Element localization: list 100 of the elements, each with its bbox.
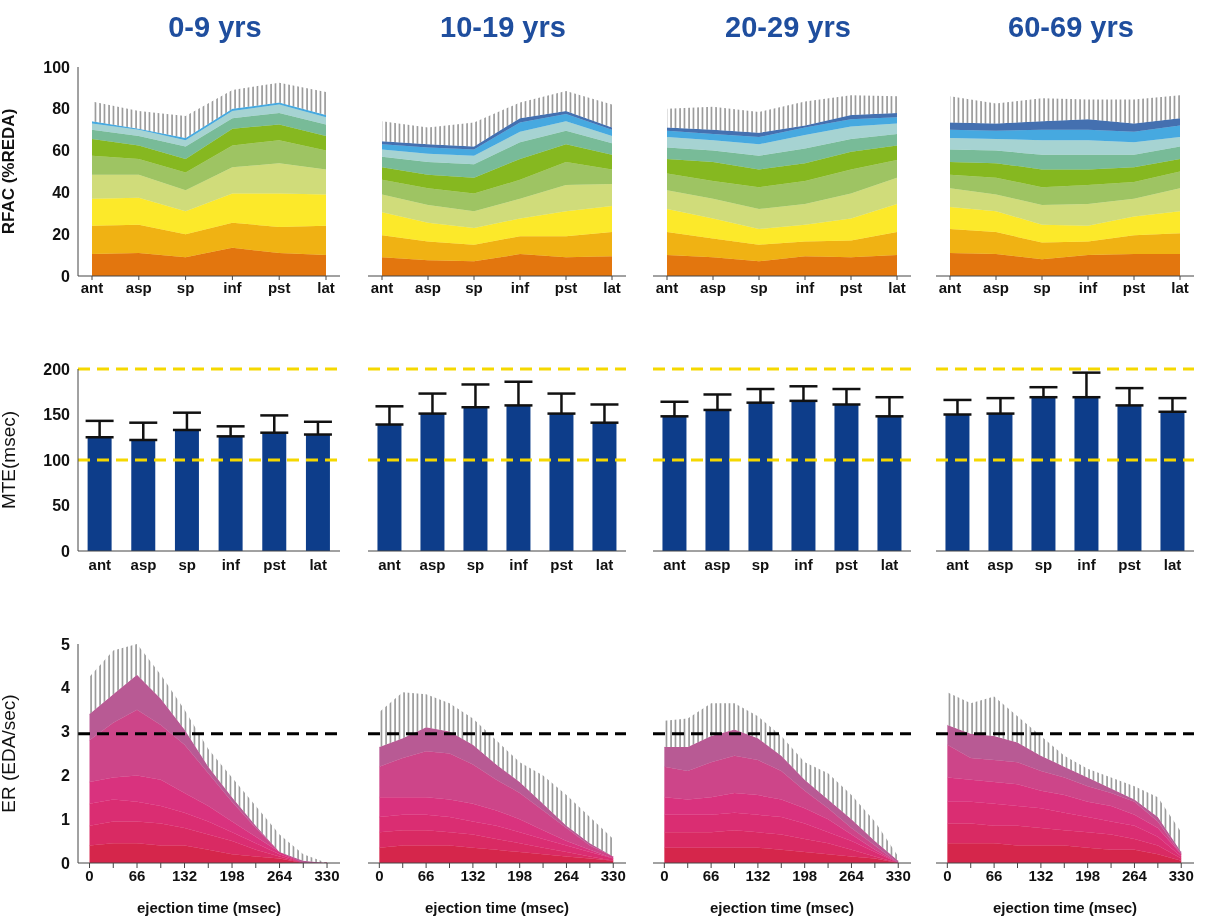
x-tick-label: sp [466,555,485,573]
y-tick-label: 0 [61,542,71,560]
x-tick-label: 0 [375,866,384,884]
x-tick-label: ant [378,555,401,573]
x-tick-label: 198 [507,866,533,884]
y-tick-label: 100 [43,58,71,76]
y-tick-label: 2 [61,767,71,785]
x-axis-title: ejection time (msec) [424,899,570,916]
x-tick-label: asp [700,278,726,296]
x-tick-label: sp [1033,278,1051,296]
x-tick-label: lat [880,555,899,573]
x-tick-label: asp [419,555,446,573]
y-tick-label: 80 [52,100,71,118]
y-tick-label: 20 [52,225,71,243]
x-tick-label: 198 [792,866,818,884]
x-tick-label: 132 [745,866,771,884]
x-tick-label: inf [509,555,529,573]
x-tick-label: asp [987,555,1014,573]
x-tick-label: ant [946,555,969,573]
y-tick-label: 200 [43,360,71,378]
x-tick-label: 330 [314,866,340,884]
x-tick-label: inf [794,555,814,573]
y-tick-label: 5 [61,635,71,653]
x-tick-label: sp [465,278,483,296]
x-tick-label: pst [550,555,573,573]
y-tick-label: 4 [61,679,71,697]
y-tick-label: 0 [61,854,71,872]
x-tick-label: 0 [85,866,94,884]
x-tick-label: inf [221,555,241,573]
x-tick-label: inf [510,278,531,296]
x-tick-label: 132 [172,866,198,884]
x-tick-label: inf [795,278,816,296]
x-tick-label: sp [176,278,195,296]
x-tick-label: pst [267,278,291,296]
x-tick-label: 264 [1121,866,1148,884]
x-tick-label: 330 [1168,866,1194,884]
x-tick-label: 66 [417,866,435,884]
y-axis-title: ER (EDA/sec) [0,694,19,813]
x-tick-label: lat [1163,555,1182,573]
x-tick-label: asp [125,278,152,296]
x-tick-label: sp [750,278,768,296]
x-tick-label: 132 [1028,866,1054,884]
x-tick-label: lat [1171,278,1189,296]
x-tick-label: lat [595,555,614,573]
x-tick-label: 330 [600,866,626,884]
x-tick-label: 330 [885,866,911,884]
chart-title: 60-69 yrs [1007,10,1135,45]
chart-title: 0-9 yrs [167,10,263,45]
x-tick-label: sp [178,555,196,573]
x-tick-label: pst [839,278,863,296]
y-tick-label: 100 [43,451,71,469]
y-axis-title: RFAC (%REDA) [0,108,19,235]
chart-title: 10-19 yrs [439,10,567,45]
x-tick-label: pst [1118,555,1141,573]
chart-title: 20-29 yrs [724,10,852,45]
y-tick-label: 3 [61,723,71,741]
y-tick-label: 40 [52,184,71,202]
x-tick-label: 198 [1075,866,1101,884]
x-tick-label: 198 [219,866,245,884]
x-tick-label: sp [751,555,770,573]
x-axis-title: ejection time (msec) [136,899,282,916]
x-tick-label: 264 [553,866,580,884]
x-tick-label: inf [223,278,243,296]
x-tick-label: 264 [838,866,865,884]
x-tick-label: 264 [267,866,293,884]
y-tick-label: 50 [52,497,71,515]
x-tick-label: 0 [943,866,952,884]
x-tick-label: 66 [985,866,1003,884]
x-axis-title: ejection time (msec) [709,899,855,916]
y-tick-label: 60 [52,142,71,160]
x-tick-label: asp [130,555,157,573]
x-tick-label: ant [655,278,679,296]
x-tick-label: 0 [660,866,669,884]
x-tick-label: 66 [128,866,146,884]
x-tick-label: 66 [702,866,720,884]
x-tick-label: asp [415,278,441,296]
x-tick-label: inf [1078,278,1099,296]
x-tick-label: ant [663,555,686,573]
x-tick-label: ant [88,555,112,573]
x-tick-label: lat [309,555,327,573]
x-tick-label: inf [1077,555,1097,573]
x-tick-label: ant [80,278,104,296]
x-tick-label: sp [1034,555,1053,573]
y-tick-label: 0 [61,267,71,285]
x-tick-label: pst [1122,278,1146,296]
x-tick-label: asp [983,278,1009,296]
x-tick-label: lat [317,278,335,296]
x-tick-label: asp [704,555,731,573]
y-tick-label: 150 [43,406,71,424]
x-tick-label: ant [938,278,962,296]
x-tick-label: pst [263,555,286,573]
x-tick-label: ant [370,278,394,296]
x-tick-label: pst [835,555,858,573]
x-axis-title: ejection time (msec) [992,899,1138,916]
y-axis-title: MTE(msec) [0,410,19,510]
x-tick-label: lat [888,278,906,296]
x-tick-label: pst [554,278,578,296]
y-tick-label: 1 [61,810,71,828]
x-tick-label: lat [603,278,621,296]
x-tick-label: 132 [460,866,486,884]
